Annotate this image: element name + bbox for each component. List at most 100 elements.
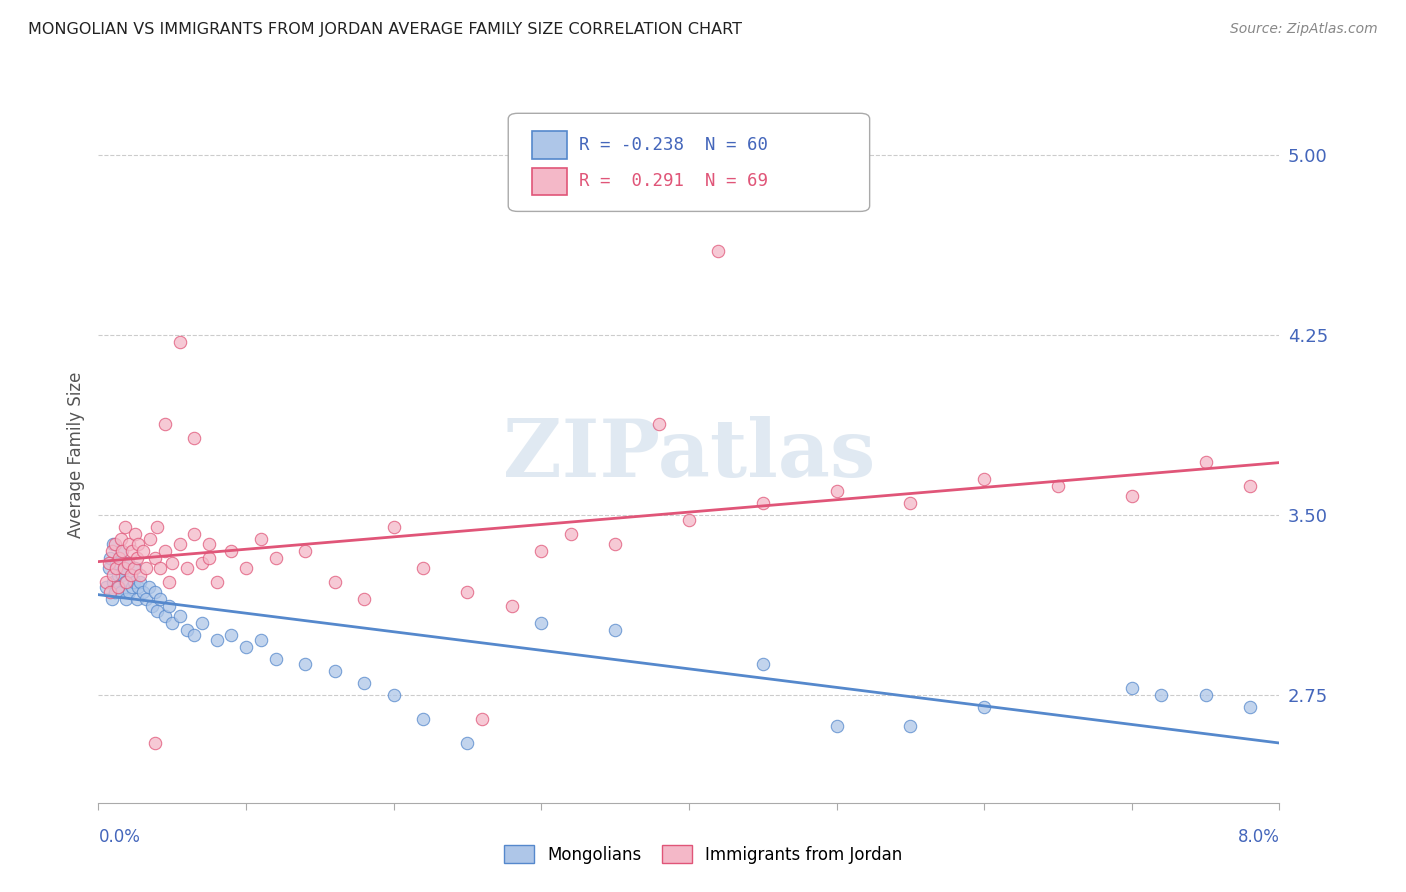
Point [198,537,221,551]
Point [560,527,582,541]
Point [353,676,375,690]
Point [118,537,141,551]
Point [382,520,405,534]
Point [825,719,848,733]
Point [707,244,730,258]
Point [973,699,995,714]
Point [127,537,149,551]
Text: 0.0%: 0.0% [98,828,141,846]
Point [108,551,131,566]
Point [117,556,139,570]
Text: 8.0%: 8.0% [1237,828,1279,846]
Point [162,615,183,630]
Point [105,560,128,574]
Point [138,580,160,594]
FancyBboxPatch shape [531,168,567,195]
Point [456,736,478,750]
Point [107,567,129,582]
Point [382,688,405,702]
Point [112,560,135,574]
Text: ZIPatlas: ZIPatlas [503,416,875,494]
Point [135,560,157,574]
Point [294,657,316,671]
Point [122,575,145,590]
Point [98,584,121,599]
Point [143,551,166,566]
Point [456,584,478,599]
Point [353,591,375,606]
Point [97,560,120,574]
Point [114,575,136,590]
Point [115,575,138,590]
Legend: Mongolians, Immigrants from Jordan: Mongolians, Immigrants from Jordan [498,838,908,871]
Point [111,567,134,582]
Point [205,575,228,590]
Point [128,567,150,582]
Point [323,575,346,590]
Point [107,580,129,594]
Point [110,544,132,558]
Point [183,431,205,445]
Point [132,584,155,599]
Point [114,520,136,534]
Point [97,556,120,570]
Text: R =  0.291  N = 69: R = 0.291 N = 69 [579,172,768,191]
Point [169,335,191,350]
Point [176,560,198,574]
Point [191,615,214,630]
Point [323,664,346,678]
Point [1121,489,1143,503]
Point [122,560,145,574]
Point [235,640,257,654]
Point [294,544,316,558]
Point [751,657,773,671]
Point [100,544,122,558]
Point [825,483,848,498]
Point [169,608,191,623]
Point [103,537,125,551]
Point [900,496,922,510]
Point [471,712,494,726]
Text: MONGOLIAN VS IMMIGRANTS FROM JORDAN AVERAGE FAMILY SIZE CORRELATION CHART: MONGOLIAN VS IMMIGRANTS FROM JORDAN AVER… [28,22,742,37]
Point [648,417,671,431]
Point [98,551,121,566]
Point [135,591,157,606]
Point [105,556,128,570]
Text: Source: ZipAtlas.com: Source: ZipAtlas.com [1230,22,1378,37]
Point [176,623,198,637]
Point [235,560,257,574]
Point [219,544,242,558]
Point [1239,699,1261,714]
Point [143,584,166,599]
Y-axis label: Average Family Size: Average Family Size [66,372,84,538]
Point [1150,688,1173,702]
Point [146,520,169,534]
Point [162,556,183,570]
Text: R = -0.238  N = 60: R = -0.238 N = 60 [579,136,768,153]
Point [100,591,122,606]
Point [149,591,172,606]
Point [219,628,242,642]
Point [1194,455,1216,469]
FancyBboxPatch shape [531,131,567,159]
Point [111,544,134,558]
Point [198,551,221,566]
Point [118,584,141,599]
Point [900,719,922,733]
Point [103,567,125,582]
Point [412,712,434,726]
Point [678,513,700,527]
Point [146,604,169,618]
Point [121,544,143,558]
Point [153,608,176,623]
Point [530,615,553,630]
Point [103,575,125,590]
Point [1046,479,1069,493]
Point [94,580,117,594]
Point [605,623,627,637]
Point [132,544,155,558]
Point [108,580,131,594]
Point [110,584,132,599]
Point [501,599,523,613]
Point [117,556,139,570]
